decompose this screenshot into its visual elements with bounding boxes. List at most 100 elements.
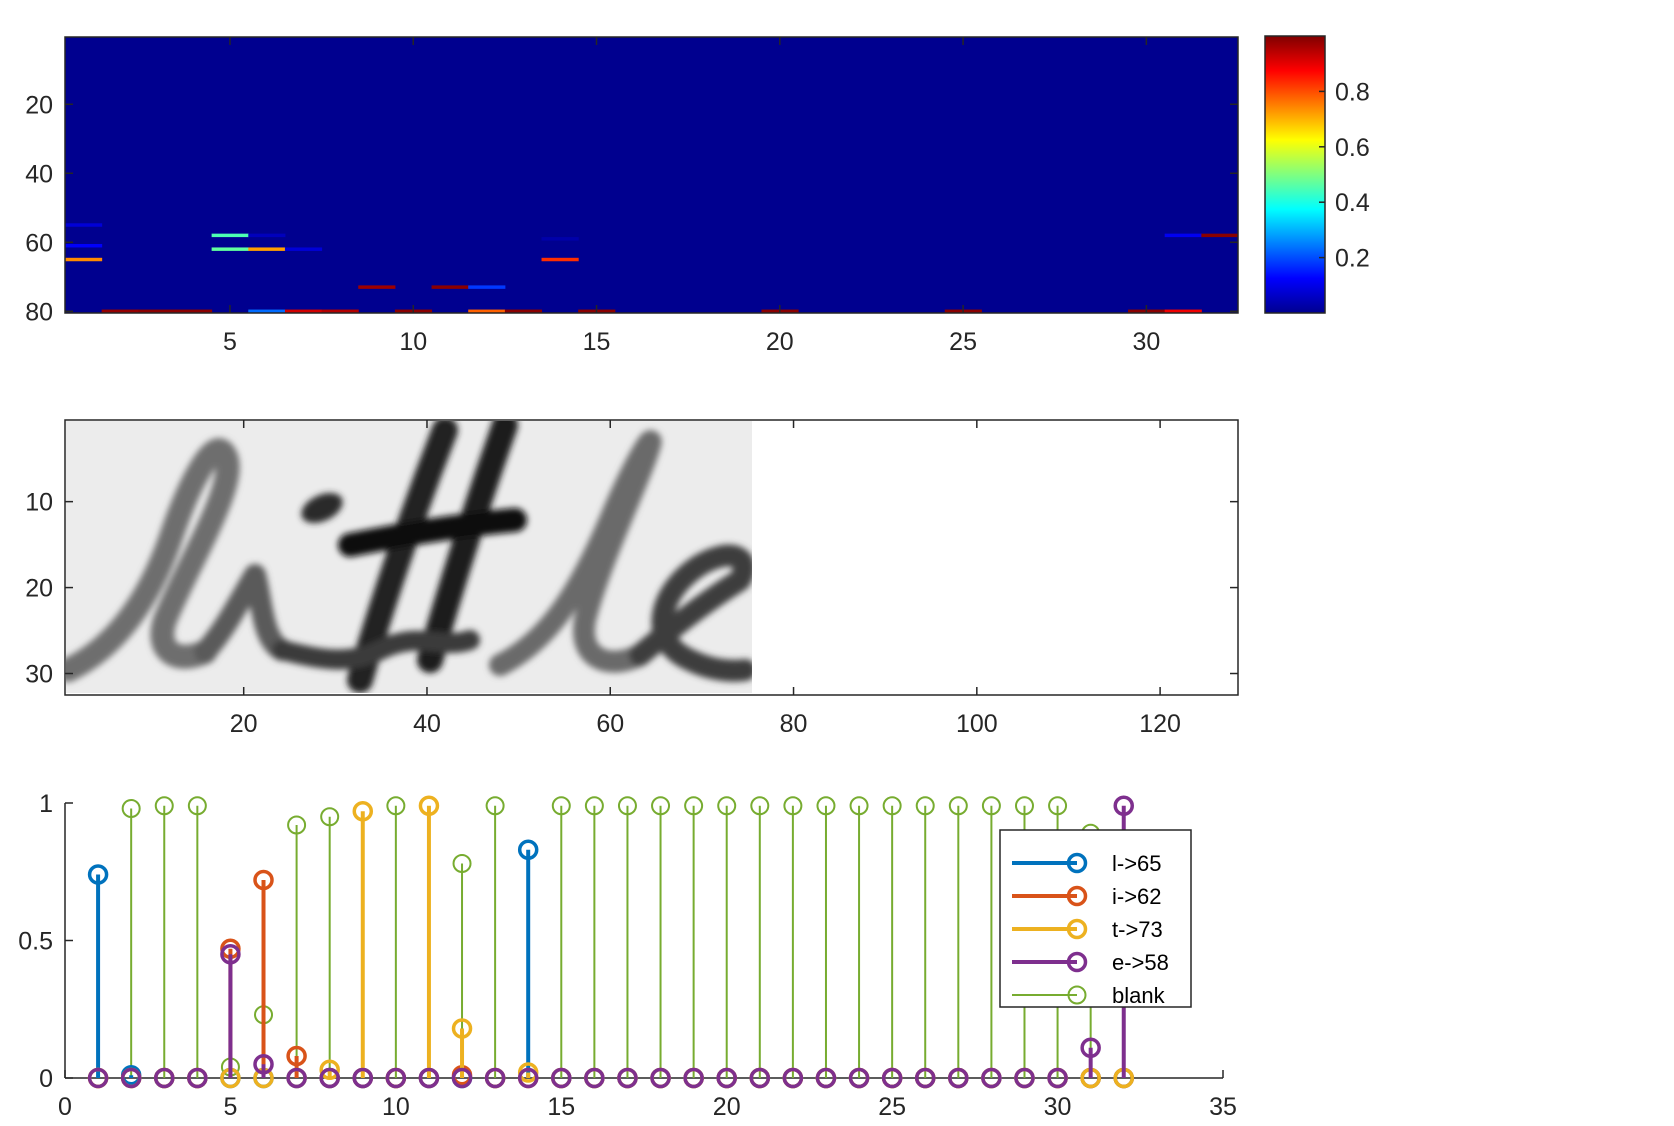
stem-marker	[848, 1067, 870, 1089]
stem-marker	[319, 1067, 340, 1089]
stem-marker	[750, 796, 770, 816]
image-ytick-label: 30	[25, 661, 53, 689]
stem-marker	[981, 796, 1001, 816]
heatmap-cell	[541, 237, 579, 241]
stem-marker	[783, 796, 803, 816]
stem-marker	[683, 1067, 704, 1089]
legend-label: e->58	[1112, 950, 1169, 975]
heatmap-xtick-label: 20	[766, 328, 794, 356]
heatmap-cell	[1164, 309, 1202, 313]
letter-e-stroke	[629, 544, 752, 682]
stem-marker	[352, 801, 374, 822]
stem-xtick-label: 10	[382, 1093, 410, 1121]
legend-label: i->62	[1112, 884, 1162, 909]
stem-xtick-label: 15	[547, 1093, 575, 1121]
stem-series-i->62	[87, 869, 1134, 1089]
legend-label: blank	[1112, 983, 1166, 1008]
stem-marker	[452, 854, 472, 873]
handwriting-image	[66, 421, 752, 693]
legend: l->65 i->62 t->73 e->58 blank	[999, 829, 1192, 1008]
heatmap-cell	[65, 244, 103, 248]
stem-xtick-label: 25	[878, 1093, 906, 1121]
stem-marker	[914, 1067, 936, 1089]
stem-marker	[386, 796, 406, 816]
heatmap-cell	[284, 309, 323, 313]
heatmap-panel: 5 10 15 20 25 30 20 40 60 80	[25, 36, 1239, 356]
heatmap-cell	[101, 309, 139, 313]
stem-marker	[517, 839, 539, 860]
stem-marker	[418, 795, 440, 816]
heatmap-cell	[65, 223, 103, 227]
stem-marker	[948, 1067, 969, 1089]
stem-ytick-label: 0.5	[18, 928, 53, 956]
i-dot	[301, 492, 343, 524]
image-ytick-label: 20	[25, 575, 53, 603]
stem-marker	[816, 796, 836, 816]
stem-marker	[517, 1067, 539, 1089]
colorbar: 0.2 0.4 0.6 0.8	[1264, 35, 1370, 314]
stem-marker	[1080, 1037, 1101, 1058]
legend-marker	[1067, 985, 1087, 1005]
heatmap-ytick-label: 60	[25, 229, 53, 257]
letter-t-connector	[272, 630, 480, 670]
stem-marker	[849, 796, 869, 816]
image-xtick-label: 40	[413, 710, 441, 738]
stem-marker	[319, 1059, 340, 1080]
stem-marker	[584, 796, 604, 816]
heatmap-background	[65, 37, 1238, 313]
legend-entries: l->65 i->62 t->73 e->58 blank	[1012, 851, 1169, 1008]
stem-marker	[87, 864, 109, 885]
legend-marker	[1066, 885, 1088, 907]
stem-marker	[485, 796, 505, 816]
stem-marker	[815, 1067, 837, 1089]
stem-marker	[253, 869, 274, 891]
heatmap-cell	[504, 309, 543, 313]
legend-entry: t->73	[1012, 917, 1163, 942]
legend-entry: e->58	[1012, 950, 1169, 975]
stem-marker	[120, 1067, 142, 1089]
heatmap-cell	[248, 233, 286, 238]
heatmap-cell	[468, 309, 506, 313]
stem-series-t->73	[87, 795, 1134, 1089]
stem-marker	[121, 799, 141, 818]
heatmap-cell	[321, 309, 359, 313]
heatmap-cell	[65, 257, 103, 262]
legend-entry: i->62	[1012, 884, 1162, 909]
stem-marker	[650, 1067, 671, 1089]
colorbar-tick-label: 0.2	[1335, 245, 1370, 273]
stem-marker	[187, 796, 207, 816]
image-panel: 20 40 60 80 100 120 10 20 30	[25, 419, 1239, 738]
stem-ytick-label: 1	[39, 790, 53, 818]
handwriting-strokes	[66, 421, 752, 693]
legend-label: l->65	[1112, 851, 1162, 876]
stem-series	[87, 795, 1134, 1089]
stem-marker	[584, 1067, 605, 1089]
heatmap-ytick-label: 20	[25, 91, 53, 119]
letter-i-stroke	[194, 564, 293, 663]
stem-marker	[154, 796, 174, 816]
heatmap-cell	[431, 285, 469, 289]
stem-marker	[551, 1067, 572, 1089]
legend-entry: l->65	[1012, 851, 1162, 876]
heatmap-cell	[541, 257, 579, 262]
letter-l-stroke	[66, 438, 240, 682]
stem-marker	[286, 1045, 307, 1067]
image-ytick-label: 10	[25, 489, 53, 517]
stem-marker	[451, 1018, 473, 1039]
stem-xtick-label: 0	[58, 1093, 72, 1121]
heatmap-cell	[211, 233, 249, 238]
legend-entry: blank	[1012, 983, 1166, 1008]
stem-marker	[1113, 795, 1134, 816]
stem-marker	[1048, 796, 1068, 816]
colorbar-tick-label: 0.6	[1335, 134, 1370, 162]
stem-series-blank	[88, 796, 1134, 1088]
colorbar-tick-label: 0.8	[1335, 78, 1370, 106]
heatmap-cell	[358, 285, 396, 289]
stem-marker	[220, 944, 241, 965]
image-xtick-label: 100	[956, 710, 998, 738]
stem-marker	[716, 1067, 737, 1089]
legend-marker	[1066, 852, 1088, 874]
heatmap-xtick-label: 25	[949, 328, 977, 356]
stem-panel: 0 5 10 15 20 25 30 35 0 0.5 1	[18, 790, 1237, 1121]
heatmap-cell	[248, 247, 286, 251]
